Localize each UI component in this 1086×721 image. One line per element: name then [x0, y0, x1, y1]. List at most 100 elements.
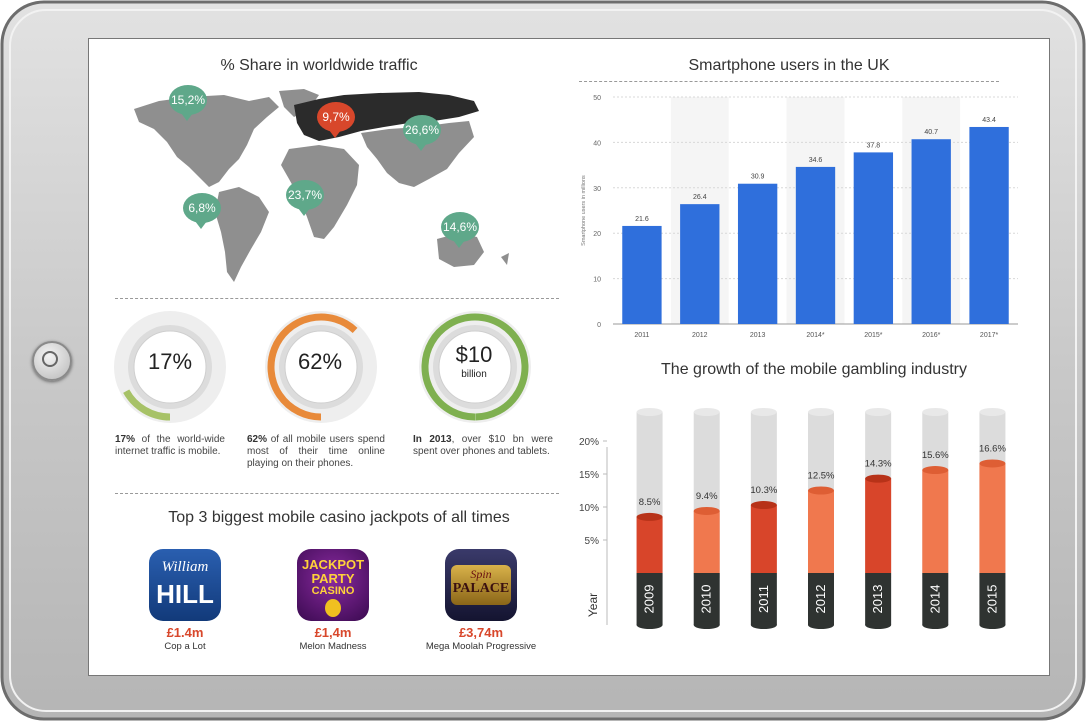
home-button[interactable] — [32, 341, 72, 381]
chart-2-track-top — [808, 408, 834, 416]
stat-3-text: , over $10 bn were spent over phones and… — [413, 434, 553, 457]
chart-2-bar — [750, 505, 777, 573]
william-hill-logo[interactable]: William HILL — [149, 549, 221, 621]
jackpot-party-line2: PARTY — [311, 571, 355, 586]
spin-palace-logo[interactable]: Spin PALACE — [445, 549, 517, 621]
chart-1-value-label: 43.4 — [982, 117, 996, 124]
chart-1-title: Smartphone users in the UK — [688, 57, 890, 74]
chart-1-ytick: 40 — [593, 140, 601, 147]
chart-1-bar — [795, 166, 836, 324]
jackpots-title: Top 3 biggest mobile casino jackpots of … — [168, 509, 510, 526]
gauges — [114, 311, 531, 423]
stat-2-bold: 62% — [247, 434, 268, 445]
chart-1-value-label: 34.6 — [809, 157, 823, 164]
traffic-bubble: 6,8% — [183, 193, 221, 229]
traffic-bubble: 23,7% — [286, 180, 324, 216]
chart-2-bar-top — [865, 474, 892, 483]
chart-2-ytick: 10% — [579, 503, 599, 514]
chart-1-xtick: 2013 — [750, 332, 766, 339]
chart-1-ytick: 50 — [593, 95, 601, 102]
greenland-shape — [279, 89, 319, 117]
asia-shape — [361, 121, 474, 187]
chart-2-ytick: 15% — [579, 470, 599, 481]
chart-1-value-label: 37.8 — [867, 142, 881, 149]
chart-2-track-top — [922, 408, 949, 416]
chart-1-ytick: 20 — [593, 231, 601, 238]
chart-2-xtick: 2014 — [927, 585, 942, 614]
divider-3 — [579, 81, 999, 82]
chart-1-ytick: 10 — [593, 277, 601, 284]
chart-2-year-base — [979, 573, 1006, 625]
chart-2-value-label: 8.5% — [639, 497, 661, 508]
chart-1-ylabel: Smartphone users in millions — [581, 175, 587, 246]
chart-2-xtick: 2010 — [699, 585, 714, 614]
chart-1-xtick: 2017* — [980, 332, 999, 339]
chart-2-year-base-bottom — [922, 621, 949, 629]
chart-2-xtick: 2011 — [756, 585, 771, 613]
chart-2-bar — [636, 516, 663, 573]
jackpot-3-amount: £3,74m — [458, 625, 504, 640]
chart-1-svg: 0 10 20 30 40 50 Smartphone users in millions 2… — [581, 95, 1018, 339]
screen: % Share in worldwide traffic 15,2% 9,7% 26… — [88, 38, 1050, 676]
chart-1-ytick: 0 — [597, 322, 601, 329]
chart-2-value-label: 10.3% — [750, 485, 777, 496]
chart-2-bar-top — [636, 512, 663, 521]
chart-1-bar — [737, 183, 778, 324]
chart-2-year-base-bottom — [865, 621, 892, 629]
stat-1-value: 17% — [147, 349, 193, 374]
stat-2-description: 62% of all mobile users spend most of th… — [247, 434, 385, 470]
chart-2-xtick: 2012 — [813, 585, 828, 614]
chart-1-value-label: 40.7 — [924, 129, 938, 136]
jackpot-party-logo[interactable]: JACKPOT PARTY CASINO — [297, 549, 369, 621]
chart-2-bar — [808, 490, 834, 573]
chart-2-track-top — [750, 408, 777, 416]
chart-2-value-label: 15.6% — [922, 450, 949, 461]
jackpot-1-game: Cop a Lot — [164, 641, 206, 652]
chart-1-xtick: 2012 — [692, 332, 708, 339]
stat-1-bold: 17% — [115, 434, 136, 445]
gauge-center — [284, 330, 358, 404]
william-hill-line2: HILL — [156, 579, 214, 609]
chart-2-value-label: 14.3% — [865, 459, 892, 470]
melon-mascot-icon — [325, 599, 341, 617]
chart-1-xtick: 2014* — [806, 332, 825, 339]
home-button-icon — [42, 351, 58, 367]
chart-1-xtick: 2011 — [634, 332, 649, 339]
gauge-center — [133, 330, 207, 404]
gauge-center — [438, 330, 512, 404]
chart-2-title: The growth of the mobile gambling indust… — [661, 361, 967, 378]
gauge-arc — [123, 389, 171, 421]
chart-2-year-base — [808, 573, 834, 625]
chart-2-year-base-bottom — [693, 621, 720, 629]
chart-1-value-label: 30.9 — [751, 174, 765, 181]
chart-1-bar — [680, 204, 720, 324]
chart-2-bar — [922, 470, 949, 573]
chart-2-track-top — [693, 408, 720, 416]
stat-2-value: 62% — [297, 349, 343, 374]
chart-1-xtick: 2016* — [922, 332, 941, 339]
chart-2-bar-top — [693, 506, 720, 515]
stat-1-description: 17% of the world-wide internet traffic i… — [115, 434, 225, 458]
chart-2-year-base — [865, 573, 892, 625]
chart-1-bar — [853, 152, 894, 324]
chart-2-xtick: 2013 — [870, 585, 885, 614]
chart-2-bar-top — [979, 459, 1006, 468]
chart-2-ytick: 5% — [585, 536, 600, 547]
chart-2-track-top — [636, 408, 663, 416]
chart-2-ytick: 20% — [579, 437, 599, 448]
stat-3-unit: billion — [461, 369, 487, 380]
north-america-shape — [134, 95, 279, 187]
chart-2-value-label: 16.6% — [979, 443, 1006, 454]
chart-1-xtick: 2015* — [864, 332, 883, 339]
jackpot-1-amount: £1.4m — [166, 625, 204, 640]
chart-2-year-base-bottom — [979, 621, 1006, 629]
chart-1-value-label: 21.6 — [635, 216, 649, 223]
australia-shape — [437, 233, 484, 267]
jackpot-2-game: Melon Madness — [299, 641, 367, 652]
chart-1-bar — [969, 126, 1009, 324]
spin-palace-line2: PALACE — [452, 581, 510, 596]
south-america-shape — [215, 187, 269, 282]
stat-1-text: of the world-wide internet traffic is mo… — [115, 434, 225, 457]
chart-2-track-top — [865, 408, 892, 416]
stat-3-bold: In 2013 — [413, 434, 452, 445]
